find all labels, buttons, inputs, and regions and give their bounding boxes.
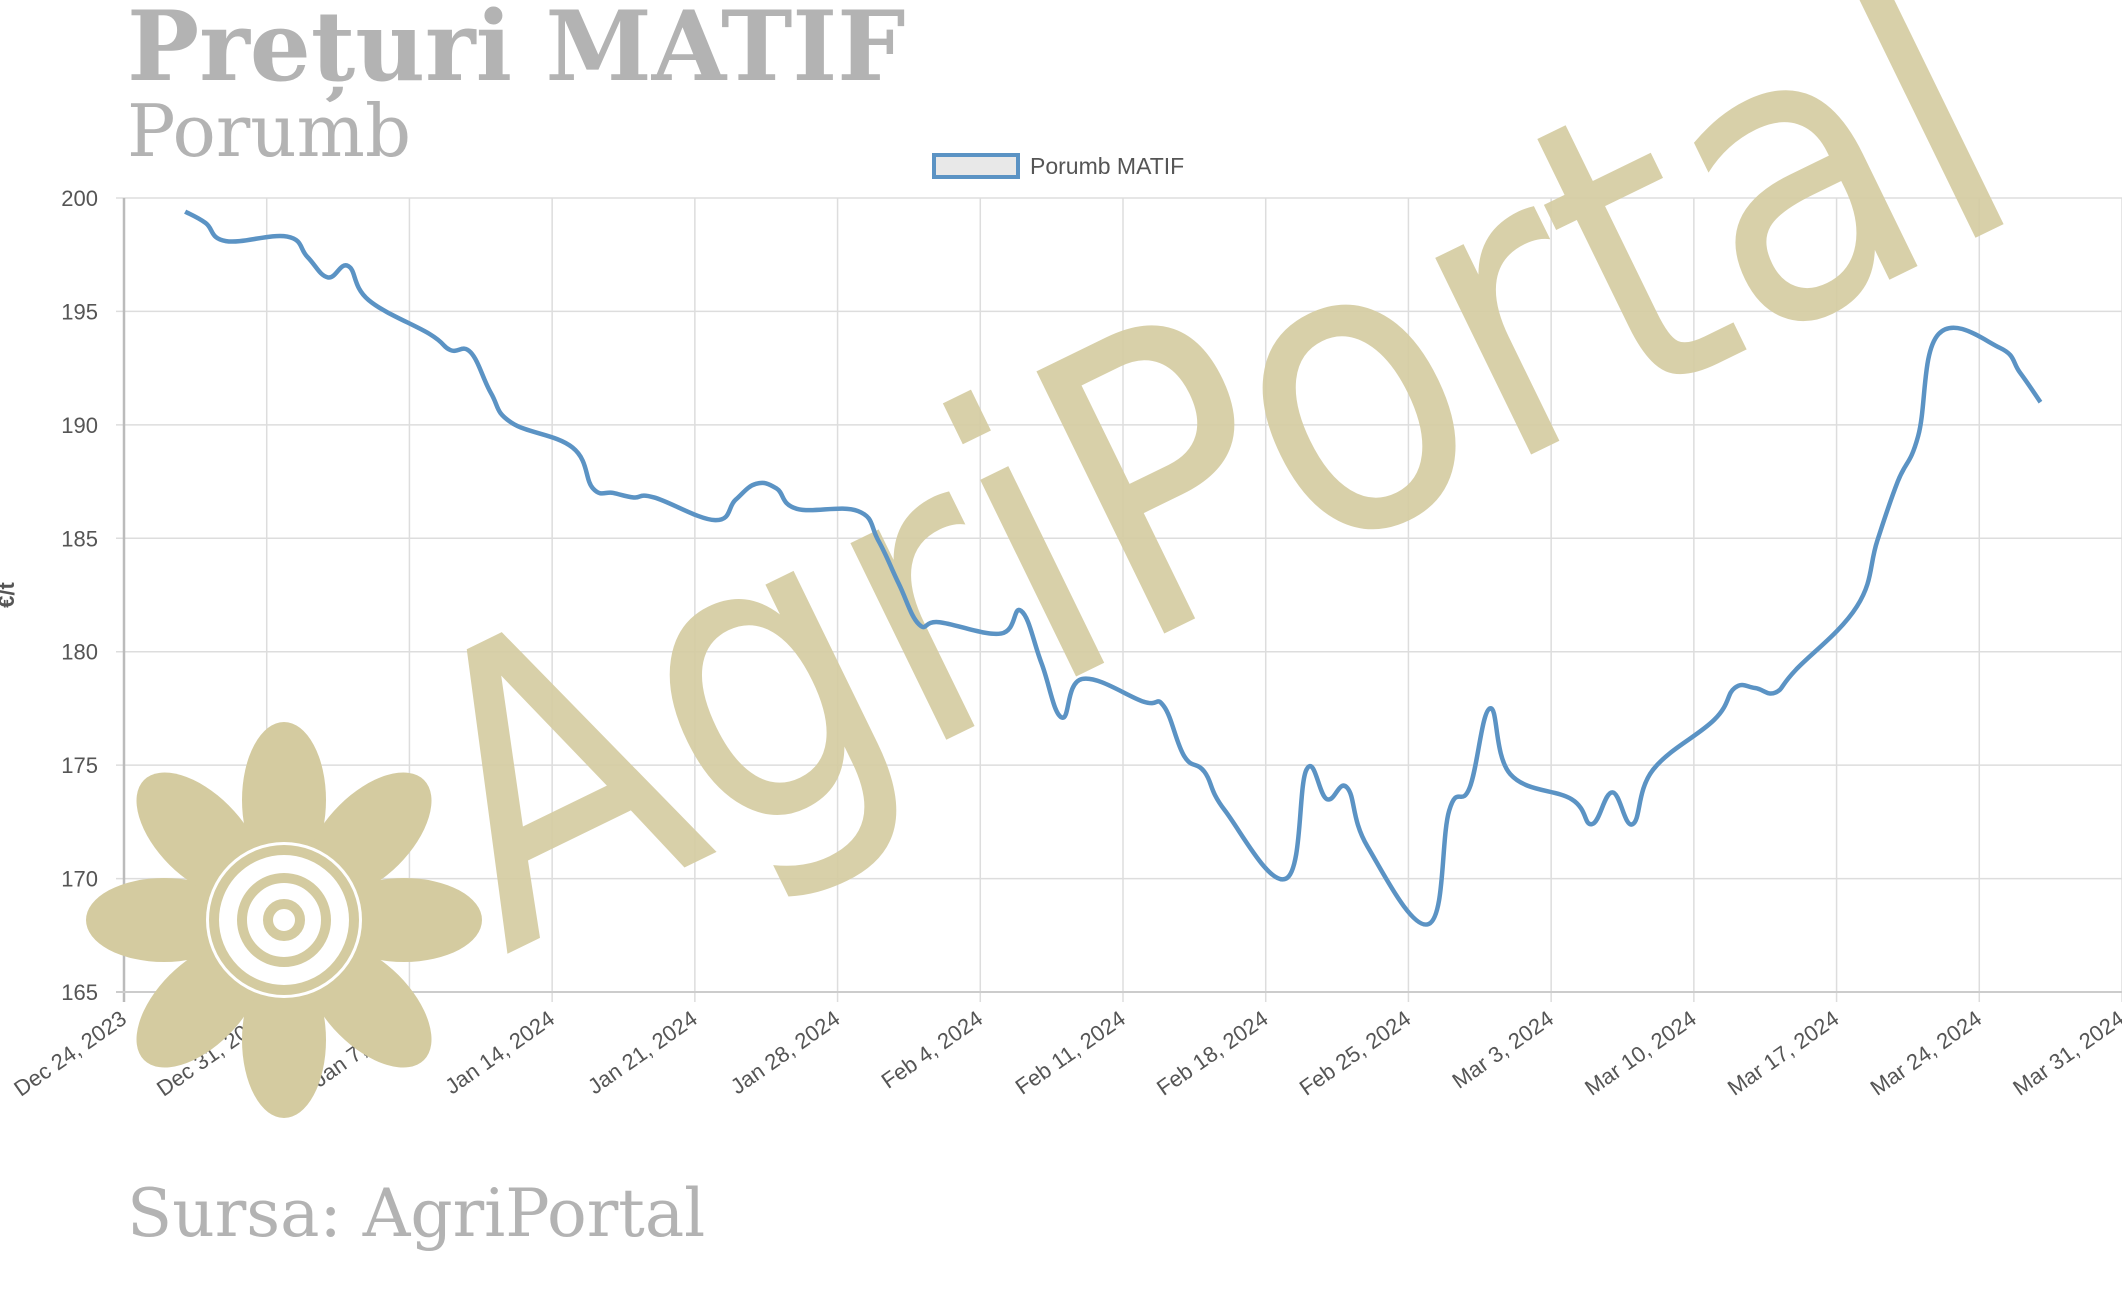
x-tick-label: Feb 11, 2024 <box>1011 1006 1130 1100</box>
y-tick-label: 180 <box>61 640 98 665</box>
y-tick-label: 200 <box>61 186 98 211</box>
x-tick-label: Mar 3, 2024 <box>1447 1006 1558 1094</box>
source: Sursa: AgriPortal <box>127 1175 705 1252</box>
x-tick-label: Feb 18, 2024 <box>1152 1006 1273 1101</box>
y-tick-label: 175 <box>61 753 98 778</box>
plot <box>184 209 2043 927</box>
x-tick-label: Feb 25, 2024 <box>1295 1006 1416 1101</box>
y-axis-label: €/t <box>0 581 19 607</box>
y-tick-label: 185 <box>61 526 98 551</box>
y-tick-label: 190 <box>61 413 98 438</box>
legend: Porumb MATIF <box>932 153 1184 179</box>
x-tick-label: Mar 24, 2024 <box>1866 1006 1987 1101</box>
chart-title: Prețuri MATIF <box>127 0 905 103</box>
x-tick-label: Jan 28, 2024 <box>726 1006 845 1099</box>
y-tick-label: 170 <box>61 867 98 892</box>
legend-label: Porumb MATIF <box>1030 153 1184 179</box>
watermark: AgriPortal <box>343 0 2075 1040</box>
x-tick-label: Jan 21, 2024 <box>583 1006 702 1099</box>
series-line <box>184 209 2043 927</box>
x-tick-label: Mar 31, 2024 <box>2008 1006 2122 1101</box>
legend-swatch <box>932 153 1020 179</box>
x-tick-label: Mar 17, 2024 <box>1723 1006 1844 1101</box>
x-tick-label: Mar 10, 2024 <box>1580 1006 1701 1101</box>
y-tick-label: 165 <box>61 980 98 1005</box>
x-tick-label: Dec 24, 2023 <box>9 1006 131 1102</box>
chart-subtitle: Porumb <box>127 89 411 173</box>
y-tick-label: 195 <box>61 299 98 324</box>
logo-flower <box>86 722 482 1118</box>
x-tick-label: Feb 4, 2024 <box>877 1006 988 1094</box>
